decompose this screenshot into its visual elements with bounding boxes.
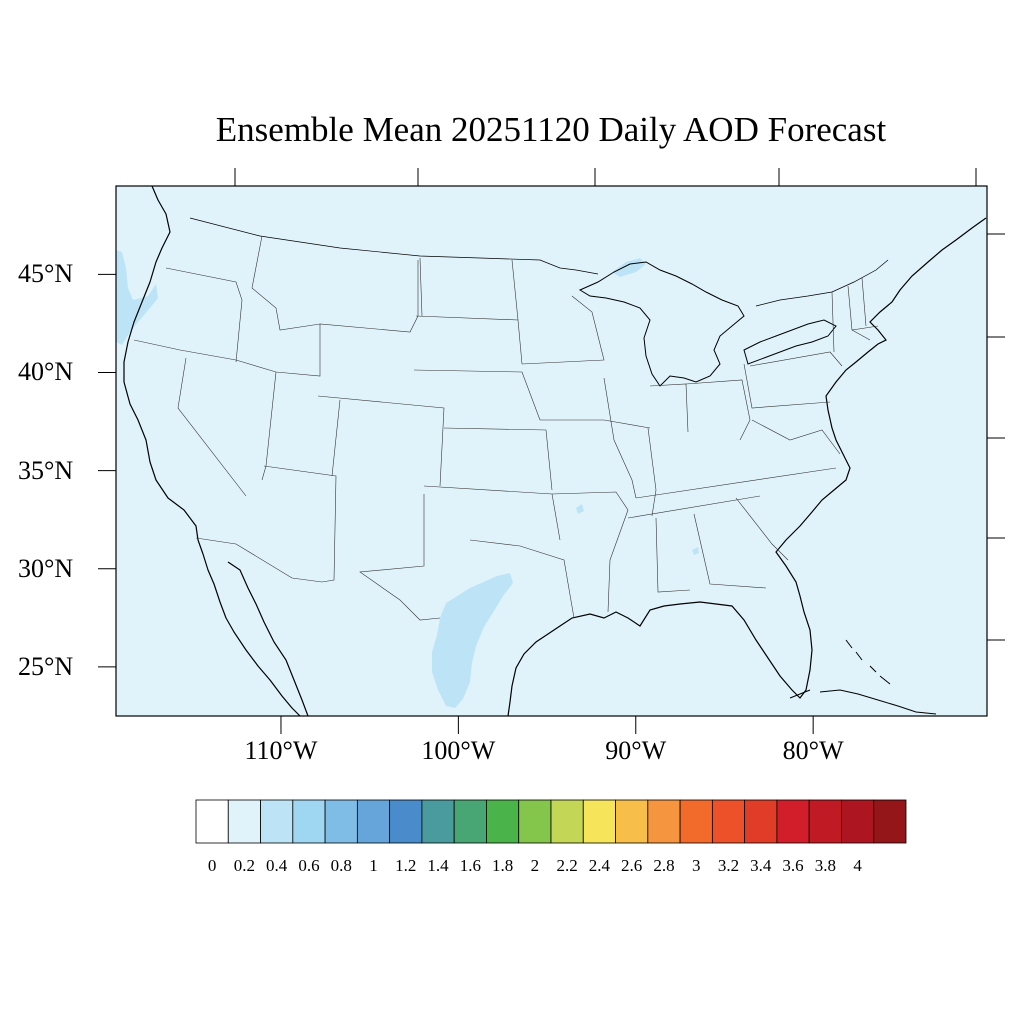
colorbar-swatch (324, 799, 358, 844)
colorbar-label: 2.2 (556, 856, 578, 875)
colorbar-label: 1 (369, 856, 378, 875)
colorbar-swatch (389, 799, 423, 844)
bahamas (845, 639, 891, 685)
colorbar-swatch (808, 799, 842, 844)
colorbar-swatch (195, 799, 229, 844)
great-lakes-outline (578, 261, 837, 387)
aod-patch-alabama (692, 547, 699, 555)
florida-keys (789, 689, 811, 699)
map-title: Ensemble Mean 20251120 Daily AOD Forecas… (215, 110, 887, 149)
aod-patch-pacific-northwest (116, 250, 158, 345)
lat-tick-label: 35°N (18, 455, 74, 485)
colorbar-swatch (744, 799, 778, 844)
colorbar-label: 2 (530, 856, 540, 875)
colorbar-label: 2.6 (621, 856, 643, 875)
colorbar-swatch (550, 799, 584, 844)
map-background (116, 186, 987, 716)
lat-ticks (98, 273, 116, 668)
colorbar-swatch (486, 799, 520, 844)
colorbar-label: 0.4 (266, 856, 288, 875)
colorbar-label: 2.4 (588, 856, 611, 875)
colorbar-swatch (615, 799, 649, 844)
lat-tick-label: 45°N (18, 259, 74, 289)
aod-patch-arkansas (576, 504, 584, 514)
lat-tick-label: 25°N (18, 651, 74, 681)
lon-tick-label: 110°W (244, 736, 318, 765)
colorbar-swatch (647, 799, 681, 844)
map-frame (115, 185, 988, 717)
colorbar-label: 3.8 (814, 856, 836, 875)
colorbar-swatch (679, 799, 713, 844)
lon-ticks (280, 716, 814, 734)
colorbar-label: 4 (853, 856, 862, 875)
colorbar-swatch (453, 799, 487, 844)
aod-patch-south-texas (432, 573, 513, 708)
lat-tick-label: 30°N (18, 553, 74, 583)
colorbar-swatch (776, 799, 810, 844)
lon-tick-label: 100°W (421, 736, 496, 765)
colorbar-swatch (518, 799, 552, 844)
top-ticks (234, 168, 977, 186)
cuba-coast (819, 689, 937, 715)
colorbar-label: 0.8 (330, 856, 352, 875)
colorbar-label: 3 (691, 856, 701, 875)
colorbar-swatch (841, 799, 875, 844)
colorbar-label: 0.6 (298, 856, 320, 875)
colorbar-label: 0 (207, 856, 217, 875)
colorbar-label: 1.2 (395, 856, 417, 875)
colorbar-swatch (356, 799, 391, 844)
colorbar-label: 0.2 (233, 856, 256, 875)
colorbar-swatch (421, 799, 455, 844)
baja-gulf-coast (227, 561, 309, 717)
colorbar-label: 3.2 (717, 856, 740, 875)
colorbar-swatch (582, 799, 616, 844)
colorbar-swatch (260, 799, 294, 844)
right-ticks (987, 233, 1005, 641)
colorbar (195, 799, 907, 844)
mexico-gulf-coast (507, 217, 987, 717)
coastline (123, 185, 301, 717)
colorbar-swatch (711, 799, 746, 844)
colorbar-label: 1.6 (459, 856, 481, 875)
lon-tick-label: 90°W (605, 736, 667, 765)
colorbar-swatch (873, 799, 907, 844)
colorbar-label: 3.4 (750, 856, 772, 875)
colorbar-label: 1.4 (427, 856, 449, 875)
colorbar-label: 3.6 (782, 856, 804, 875)
lat-tick-label: 40°N (18, 357, 74, 387)
colorbar-swatch (227, 799, 261, 844)
colorbar-label: 1.8 (491, 856, 514, 875)
colorbar-swatch (292, 799, 326, 844)
lon-tick-label: 80°W (782, 736, 844, 765)
state-boundaries (133, 235, 879, 621)
colorbar-label: 2.8 (653, 856, 675, 875)
